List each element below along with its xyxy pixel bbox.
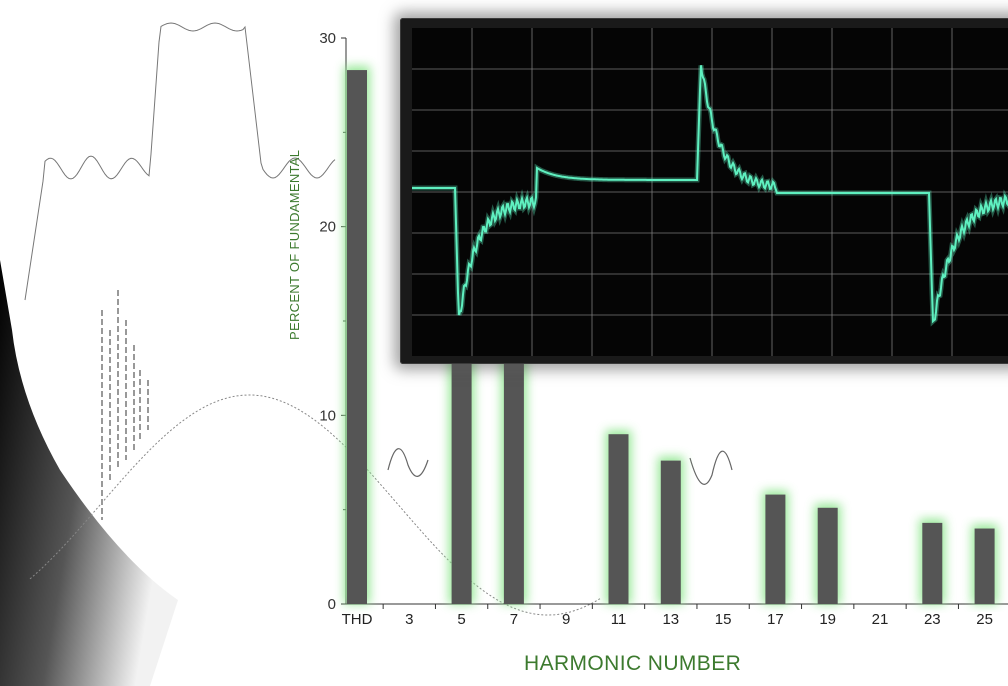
bar-23 — [922, 522, 943, 604]
bar-17 — [765, 494, 786, 604]
x-tick-label: 15 — [715, 611, 732, 628]
bar-7 — [503, 302, 524, 604]
bar-13 — [660, 460, 681, 604]
bar-19 — [817, 507, 838, 604]
x-tick-label: 5 — [457, 611, 465, 628]
x-tick-label: 3 — [405, 611, 413, 628]
bar-25 — [974, 528, 995, 604]
x-tick-label: 19 — [819, 611, 836, 628]
page-curl-graphic — [0, 260, 178, 686]
x-tick-label: 13 — [662, 611, 679, 628]
x-tick-label: 23 — [924, 611, 941, 628]
x-tick-label: 25 — [976, 611, 993, 628]
ripple-trace-left — [387, 448, 429, 477]
x-axis-title: HARMONIC NUMBER — [524, 652, 742, 675]
x-tick-label: 17 — [767, 611, 784, 628]
x-tick-label: 7 — [510, 611, 518, 628]
x-tick-label: 9 — [562, 611, 570, 628]
bar-11 — [608, 434, 629, 604]
distorted-waveform-trace — [24, 22, 336, 301]
x-tick-label: 11 — [611, 611, 627, 628]
x-tick-label: THD — [342, 611, 373, 628]
oscilloscope-screen — [412, 28, 1008, 356]
y-axis-title: PERCENT OF FUNDAMENTAL — [287, 149, 302, 340]
scope-trace-line — [412, 65, 1008, 324]
x-tick-label: 21 — [872, 611, 889, 628]
ripple-trace-right — [689, 450, 733, 485]
bar-THD — [347, 70, 367, 604]
oscilloscope-trace-plot — [412, 28, 1008, 356]
y-tick-label: 20 — [319, 219, 336, 236]
y-tick-label: 0 — [328, 596, 336, 613]
y-tick-label: 10 — [319, 407, 336, 424]
oscilloscope-inset — [400, 18, 1008, 364]
y-tick-label: 30 — [319, 30, 336, 47]
bar-5 — [451, 311, 472, 604]
